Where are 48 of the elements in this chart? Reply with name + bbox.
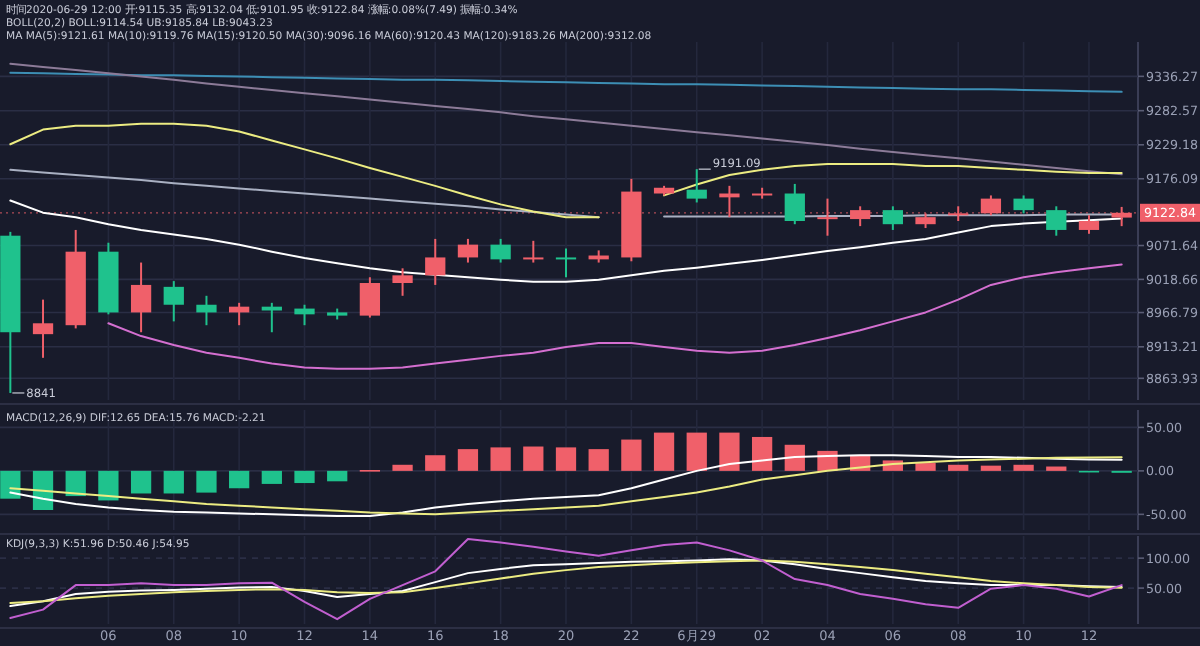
bar [784,444,805,471]
line-series [9,62,1123,176]
candlestick [196,294,217,327]
bar [261,470,282,484]
candlestick [1046,205,1067,237]
candlestick [392,267,413,297]
bar [229,470,250,489]
candlestick [294,303,315,327]
bar [686,432,707,471]
line-series [9,538,1123,621]
candlestick [784,182,805,226]
bar [1013,464,1034,471]
candlestick [425,237,446,286]
bar [915,463,936,471]
candlestick [523,239,544,264]
candlestick [882,205,903,231]
bar [555,447,577,471]
bar [294,470,315,484]
line-series [9,71,1123,93]
bar [392,464,413,471]
bar [751,436,773,471]
candlestick [457,237,479,264]
bar [588,449,609,471]
candlestick [359,276,381,319]
bar [457,449,479,471]
candlestick [555,247,577,279]
candlestick [163,280,184,323]
bar [523,446,544,471]
bar [425,455,446,471]
bar [196,470,217,493]
bar [0,470,21,499]
bar [948,464,969,471]
bar [163,470,184,494]
bar [98,470,119,501]
bar [621,439,642,471]
candlestick [130,261,152,334]
bar [653,432,675,471]
bar [980,465,1002,471]
candlestick [490,237,511,264]
candlestick [1078,214,1100,235]
bar [130,470,152,494]
bar [65,470,86,497]
candlestick [261,301,282,334]
candlestick [32,298,54,359]
bar [327,470,348,482]
bar [490,447,511,471]
bar [719,432,740,471]
line-series [107,263,1123,370]
